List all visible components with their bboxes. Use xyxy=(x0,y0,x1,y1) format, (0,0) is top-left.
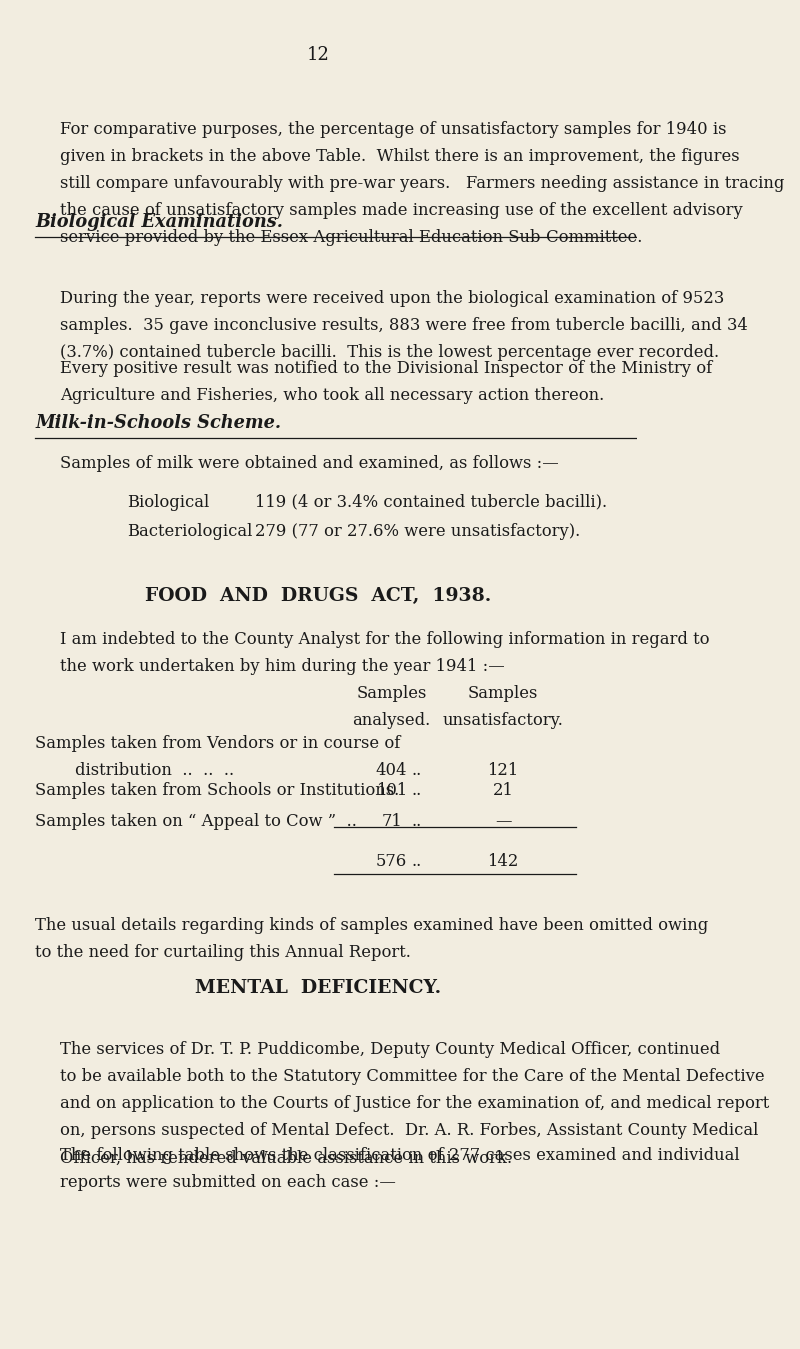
Text: 119 (4 or 3.4% contained tubercle bacilli).: 119 (4 or 3.4% contained tubercle bacill… xyxy=(254,494,607,511)
Text: ..: .. xyxy=(412,813,422,831)
Text: ..: .. xyxy=(412,853,422,870)
Text: FOOD  AND  DRUGS  ACT,  1938.: FOOD AND DRUGS ACT, 1938. xyxy=(146,587,491,604)
Text: 404: 404 xyxy=(376,762,407,780)
Text: on, persons suspected of Mental Defect.  Dr. A. R. Forbes, Assistant County Medi: on, persons suspected of Mental Defect. … xyxy=(61,1122,759,1140)
Text: the cause of unsatisfactory samples made increasing use of the excellent advisor: the cause of unsatisfactory samples made… xyxy=(61,202,743,220)
Text: unsatisfactory.: unsatisfactory. xyxy=(442,712,563,730)
Text: samples.  35 gave inconclusive results, 883 were free from tubercle bacilli, and: samples. 35 gave inconclusive results, 8… xyxy=(61,317,748,335)
Text: Bacteriological: Bacteriological xyxy=(127,523,253,541)
Text: and on application to the Courts of Justice for the examination of, and medical : and on application to the Courts of Just… xyxy=(61,1095,770,1113)
Text: reports were submitted on each case :—: reports were submitted on each case :— xyxy=(61,1174,396,1191)
Text: Officer, has rendered valuable assistance in this work.: Officer, has rendered valuable assistanc… xyxy=(61,1149,513,1167)
Text: 71: 71 xyxy=(382,813,402,831)
Text: The following table shows the classification of 277 cases examined and individua: The following table shows the classifica… xyxy=(61,1147,740,1164)
Text: Samples taken from Vendors or in course of: Samples taken from Vendors or in course … xyxy=(35,735,400,753)
Text: given in brackets in the above Table.  Whilst there is an improvement, the figur: given in brackets in the above Table. Wh… xyxy=(61,148,740,166)
Text: The services of Dr. T. P. Puddicombe, Deputy County Medical Officer, continued: The services of Dr. T. P. Puddicombe, De… xyxy=(61,1041,721,1059)
Text: 142: 142 xyxy=(487,853,518,870)
Text: Samples of milk were obtained and examined, as follows :—: Samples of milk were obtained and examin… xyxy=(61,455,559,472)
Text: Biological: Biological xyxy=(127,494,210,511)
Text: For comparative purposes, the percentage of unsatisfactory samples for 1940 is: For comparative purposes, the percentage… xyxy=(61,121,727,139)
Text: to the need for curtailing this Annual Report.: to the need for curtailing this Annual R… xyxy=(35,944,411,962)
Text: the work undertaken by him during the year 1941 :—: the work undertaken by him during the ye… xyxy=(61,658,506,676)
Text: distribution  ..  ..  ..: distribution .. .. .. xyxy=(54,762,234,780)
Text: 279 (77 or 27.6% were unsatisfactory).: 279 (77 or 27.6% were unsatisfactory). xyxy=(254,523,580,541)
Text: 576: 576 xyxy=(376,853,407,870)
Text: Samples: Samples xyxy=(468,685,538,703)
Text: Agriculture and Fisheries, who took all necessary action thereon.: Agriculture and Fisheries, who took all … xyxy=(61,387,605,405)
Text: analysed.: analysed. xyxy=(353,712,430,730)
Text: service provided by the Essex Agricultural Education Sub-Committee.: service provided by the Essex Agricultur… xyxy=(61,229,643,247)
Text: Samples: Samples xyxy=(356,685,426,703)
Text: 21: 21 xyxy=(493,782,514,800)
Text: ..: .. xyxy=(412,782,422,800)
Text: Samples taken from Schools or Institutions.: Samples taken from Schools or Institutio… xyxy=(35,782,399,800)
Text: 12: 12 xyxy=(307,46,330,63)
Text: Biological Examinations.: Biological Examinations. xyxy=(35,213,283,231)
Text: to be available both to the Statutory Committee for the Care of the Mental Defec: to be available both to the Statutory Co… xyxy=(61,1068,765,1086)
Text: 121: 121 xyxy=(487,762,518,780)
Text: Milk-in-Schools Scheme.: Milk-in-Schools Scheme. xyxy=(35,414,281,432)
Text: The usual details regarding kinds of samples examined have been omitted owing: The usual details regarding kinds of sam… xyxy=(35,917,708,935)
Text: Samples taken on “ Appeal to Cow ”  ..: Samples taken on “ Appeal to Cow ” .. xyxy=(35,813,357,831)
Text: (3.7%) contained tubercle bacilli.  This is the lowest percentage ever recorded.: (3.7%) contained tubercle bacilli. This … xyxy=(61,344,720,362)
Text: —: — xyxy=(494,813,511,831)
Text: 101: 101 xyxy=(376,782,407,800)
Text: During the year, reports were received upon the biological examination of 9523: During the year, reports were received u… xyxy=(61,290,725,308)
Text: still compare unfavourably with pre-war years.   Farmers needing assistance in t: still compare unfavourably with pre-war … xyxy=(61,175,785,193)
Text: Every positive result was notified to the Divisional Inspector of the Ministry o: Every positive result was notified to th… xyxy=(61,360,713,378)
Text: I am indebted to the County Analyst for the following information in regard to: I am indebted to the County Analyst for … xyxy=(61,631,710,649)
Text: MENTAL  DEFICIENCY.: MENTAL DEFICIENCY. xyxy=(195,979,442,997)
Text: ..: .. xyxy=(412,762,422,780)
